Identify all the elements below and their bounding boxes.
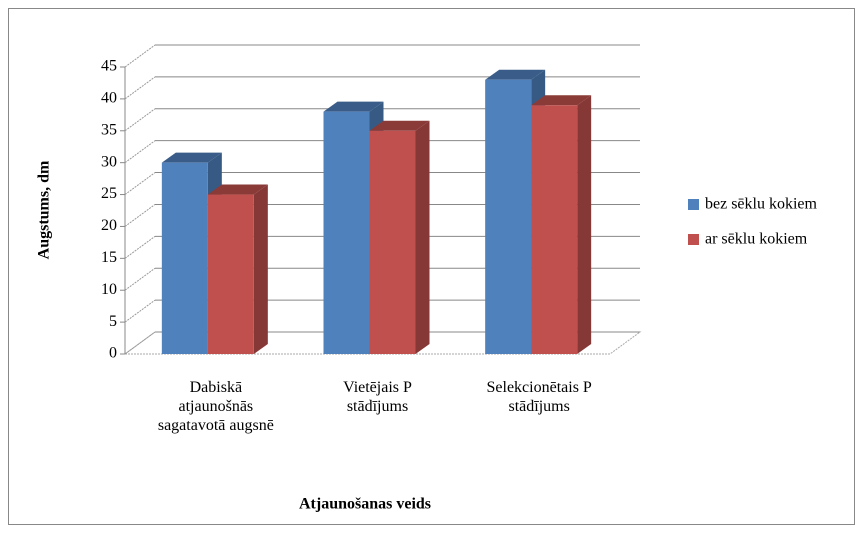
grid-line-side [124, 108, 156, 132]
grid-line-side [124, 76, 156, 100]
legend-swatch [688, 234, 699, 245]
grid-line-side [124, 235, 156, 259]
x-tick-label: Vietējais P stādījums [343, 379, 412, 415]
y-tick-label: 35 [101, 121, 117, 138]
bar-top [485, 69, 546, 80]
bar-top [323, 101, 384, 112]
bar [531, 105, 578, 355]
y-tick-label: 15 [101, 249, 117, 266]
y-axis-title: Augstums, dm [36, 160, 53, 259]
bar [323, 111, 370, 355]
legend-swatch [688, 199, 699, 210]
grid-line-side [124, 44, 156, 68]
y-tick-label: 45 [101, 58, 117, 75]
y-tick-label: 30 [101, 153, 117, 170]
x-tick-label: Selekcionētais P stādījums [486, 379, 592, 415]
grid-line-side [124, 172, 156, 195]
y-tick-label: 10 [101, 281, 117, 298]
bar-top [207, 184, 268, 195]
bar [207, 194, 254, 354]
y-tick-label: 20 [101, 217, 117, 234]
y-tick-label: 0 [109, 345, 117, 362]
grid-line-side [124, 267, 156, 291]
bar [161, 162, 208, 354]
bar-side [253, 184, 268, 354]
x-axis-title: Atjaunošanas veids [299, 496, 431, 513]
y-tick-label: 25 [101, 185, 117, 202]
grid-line-side [124, 204, 156, 227]
legend-label: bez sēklu kokiem [705, 196, 818, 213]
grid-line-side [124, 299, 156, 323]
grid-line-side [124, 331, 156, 355]
bar [485, 79, 532, 354]
bar-side [415, 120, 430, 355]
y-tick-label: 40 [101, 90, 117, 107]
bar-side [577, 95, 592, 355]
x-tick-label: Dabiskā atjaunošnās sagatavotā augsnē [157, 379, 274, 434]
bar-top [531, 95, 592, 106]
grid-line-side [124, 140, 156, 164]
bar-top [161, 152, 222, 163]
y-tick-label: 5 [109, 313, 117, 330]
bar-top [369, 120, 430, 131]
legend-label: ar sēklu kokiem [705, 231, 808, 248]
bar [369, 130, 416, 354]
chart-border [8, 8, 855, 525]
